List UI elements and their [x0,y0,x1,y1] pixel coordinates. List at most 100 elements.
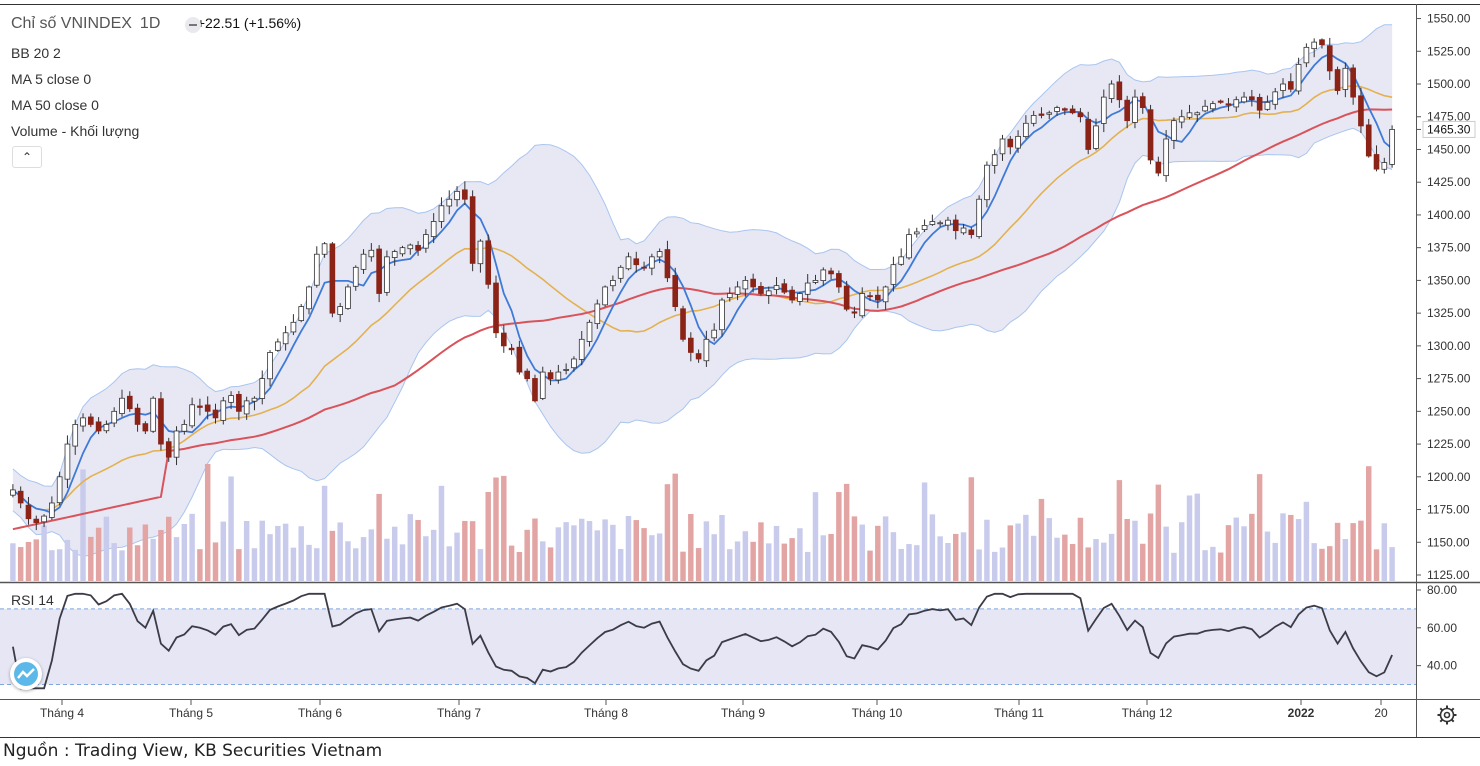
candle-body [789,289,795,301]
candle-body [1023,122,1029,137]
candle-body [797,293,803,302]
candle-body [1100,96,1107,124]
volume-bar [119,550,125,581]
volume-bar [95,527,102,581]
candle-body [80,417,86,427]
timeframe: 1D [139,15,161,32]
candle-body [703,338,710,362]
indicator-volume[interactable]: Volume - Khối lượng [11,123,140,139]
time-tick-label: 2022 [1288,706,1315,720]
candle-body [1062,108,1068,111]
candle-body [17,490,24,504]
volume-bar [1101,542,1107,581]
volume-bar [49,550,55,581]
price-tick-label: 1425.00 [1427,175,1471,189]
candle-body [212,409,219,419]
candle-body [960,227,967,234]
time-tick-label: Tháng 7 [437,706,481,720]
candle-body [1365,124,1372,157]
candle-body [220,400,227,421]
volume-bar [1303,501,1310,581]
candle-body [1202,105,1208,112]
volume-bar [1186,495,1193,581]
candle-body [976,198,982,238]
chart-canvas[interactable]: 1125.00 1150.00 1175.00 1200.00 1225.00 1250.… [0,0,1480,740]
volume-bar [563,522,569,581]
volume-bar [633,520,639,581]
candle-body [142,423,149,432]
tradingview-logo-icon[interactable] [10,658,42,690]
volume-bar [56,549,63,581]
price-tick-label: 1250.00 [1427,404,1471,418]
candle-body [1295,63,1302,92]
axes: 1125.00 1150.00 1175.00 1200.00 1225.00 1250.… [0,4,1480,738]
volume-bar [17,547,24,581]
time-tick-label: Tháng 6 [298,706,342,720]
volume-bar [1311,543,1317,581]
volume-bar [734,541,741,581]
volume-bar [1147,513,1154,581]
candle-body [664,249,671,279]
time-tick-label: Tháng 9 [721,706,765,720]
volume-bar [88,536,94,581]
volume-bar [851,516,858,581]
volume-bar [773,525,780,581]
volume-bar [446,546,452,581]
volume-bar [103,516,110,581]
volume-bar [243,521,250,581]
volume-bar [766,543,772,581]
candle-body [571,358,577,369]
candle-body [376,248,382,294]
candle-body [423,234,429,249]
candle-body [1350,67,1356,98]
volume-bar [906,544,912,581]
candle-body [594,303,601,325]
candle-body [33,518,40,524]
candle-body [64,443,71,480]
candle-body [1326,45,1333,72]
candle-body [500,332,507,347]
price-tick-label: 1475.00 [1427,110,1471,124]
price-tick-label: 1500.00 [1427,77,1471,91]
volume-bar [1030,535,1037,581]
volume-bar [1241,526,1247,581]
candle-body [695,353,702,360]
indicator-bb[interactable]: BB 20 2 [11,45,61,61]
price-tick-label: 1125.00 [1427,568,1470,582]
indicator-ma5[interactable]: MA 5 close 0 [11,71,92,87]
candle-body [711,329,718,339]
indicator-ma50[interactable]: MA 50 close 0 [11,97,99,113]
volume-bar [797,528,803,581]
price-change: +22.51 (+1.56%) [196,15,302,31]
candle-body [617,266,624,279]
volume-bar [1342,538,1349,581]
volume-bar [602,519,608,581]
volume-bar [1178,522,1185,581]
volume-bar [1249,513,1255,581]
collapse-legend-button[interactable]: ⌃ [12,146,42,168]
candle-body [633,258,640,266]
volume-bar [1108,533,1115,581]
candle-body [1007,138,1014,148]
volume-bar [836,492,842,581]
volume-bar [804,551,811,581]
candle-body [1233,99,1240,108]
volume-bar [298,526,304,581]
price-tick-label: 1200.00 [1427,470,1471,484]
candle-body [820,269,827,282]
price-tick-label: 1300.00 [1427,339,1471,353]
volume-bar [610,524,616,581]
price-tick-label: 1225.00 [1427,437,1471,451]
volume-bar [1194,493,1201,581]
volume-bar [423,536,429,581]
minus-icon[interactable] [185,17,201,33]
candle-body [843,285,850,310]
volume-bar [127,527,133,581]
volume-bar [758,522,764,581]
volume-bar [391,526,398,581]
volume-bar [454,532,460,581]
candle-body [828,270,834,275]
volume-bar [867,550,873,581]
price-tick-label: 1175.00 [1427,503,1470,517]
gear-icon[interactable] [1436,704,1458,726]
